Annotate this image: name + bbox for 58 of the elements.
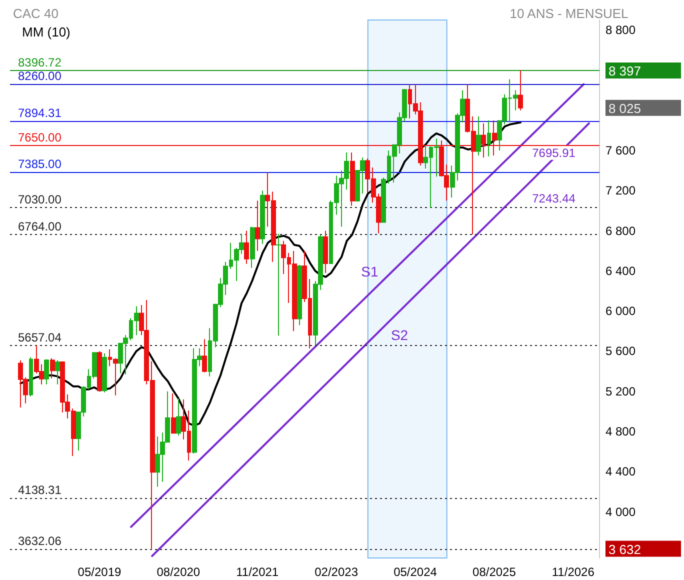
y-tick-label: 5 600: [605, 344, 636, 358]
ref-line-label: 7650.00: [18, 130, 62, 144]
candlestick: [55, 360, 60, 385]
x-tick-label: 02/2023: [314, 565, 358, 579]
x-tick-label: 11/2026: [552, 565, 595, 579]
x-tick-label: 05/2024: [394, 565, 438, 579]
y-tick-label: 5 200: [605, 384, 636, 398]
ref-line-label: 7030.00: [18, 192, 62, 207]
y-tick-label: 8 025: [608, 100, 642, 116]
candlestick: [476, 116, 481, 156]
ref-line-label: 3632.06: [18, 534, 62, 548]
y-tick-label: 8 800: [605, 23, 636, 38]
ref-line-label: 7894.31: [18, 106, 62, 120]
data-label: 7695.91: [532, 146, 576, 160]
y-tick-label: 4 000: [605, 504, 636, 519]
candlestick: [202, 338, 207, 373]
ref-line-label: 6764.00: [18, 219, 62, 234]
chart-subtitle: 10 ANS - MENSUEL: [510, 6, 628, 21]
candlestick: [518, 70, 523, 111]
candlestick: [171, 392, 176, 434]
candlestick: [297, 264, 302, 326]
y-tick-label: 4 800: [605, 424, 636, 439]
candlestick: [97, 350, 102, 392]
ref-line-label: 8396.72: [18, 56, 62, 70]
y-tick-label: 7 600: [605, 143, 636, 158]
ref-line-label: 4138.31: [18, 482, 62, 497]
y-tick-label: 6 000: [605, 304, 636, 318]
y-tick-label: 6 800: [605, 224, 636, 238]
candlestick: [350, 152, 355, 206]
candlestick: [487, 120, 491, 158]
x-tick-label: 11/2021: [236, 565, 279, 579]
candlestick: [323, 230, 328, 274]
candlestick: [29, 356, 33, 397]
y-tick-label: 6 400: [605, 264, 636, 278]
y-tick-label: 7 200: [605, 184, 636, 198]
candlestick: [102, 352, 107, 393]
ref-line-label: 5657.04: [18, 330, 62, 345]
y-tick-label: 8 397: [608, 64, 642, 79]
y-tick-label: 3 632: [608, 542, 642, 557]
text: MM (10): [22, 24, 70, 40]
candlestick: [244, 230, 249, 264]
data-label: 7243.44: [532, 191, 576, 206]
candlestick: [44, 358, 49, 385]
ref-line-label: 7385.00: [18, 157, 62, 172]
line-series: [20, 121, 522, 427]
series-label: S2: [390, 327, 408, 344]
chart-title: CAC 40: [13, 6, 59, 21]
candlestick: [50, 358, 55, 379]
ref-line-label: 8260.00: [18, 69, 62, 84]
candlestick: [260, 190, 265, 244]
candlestick: [250, 226, 255, 268]
x-tick-label: 08/2020: [156, 565, 200, 579]
candlestick: [276, 233, 281, 336]
candlestick: [176, 398, 181, 436]
x-tick-label: 05/2019: [78, 565, 122, 579]
candlestick: [255, 200, 260, 252]
y-tick-label: 4 400: [605, 464, 636, 479]
x-tick-label: 08/2025: [472, 565, 516, 579]
